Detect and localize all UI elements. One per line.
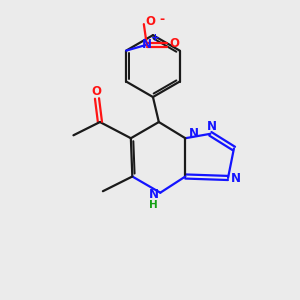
Text: O: O [92,85,101,98]
Text: N: N [142,38,152,51]
Text: N: N [207,120,217,133]
Text: -: - [159,13,164,26]
Text: H: H [149,200,158,210]
Text: N: N [149,188,159,201]
Text: O: O [145,15,155,28]
Text: N: N [230,172,240,185]
Text: N: N [189,127,199,140]
Text: O: O [170,37,180,50]
Text: +: + [151,33,160,43]
